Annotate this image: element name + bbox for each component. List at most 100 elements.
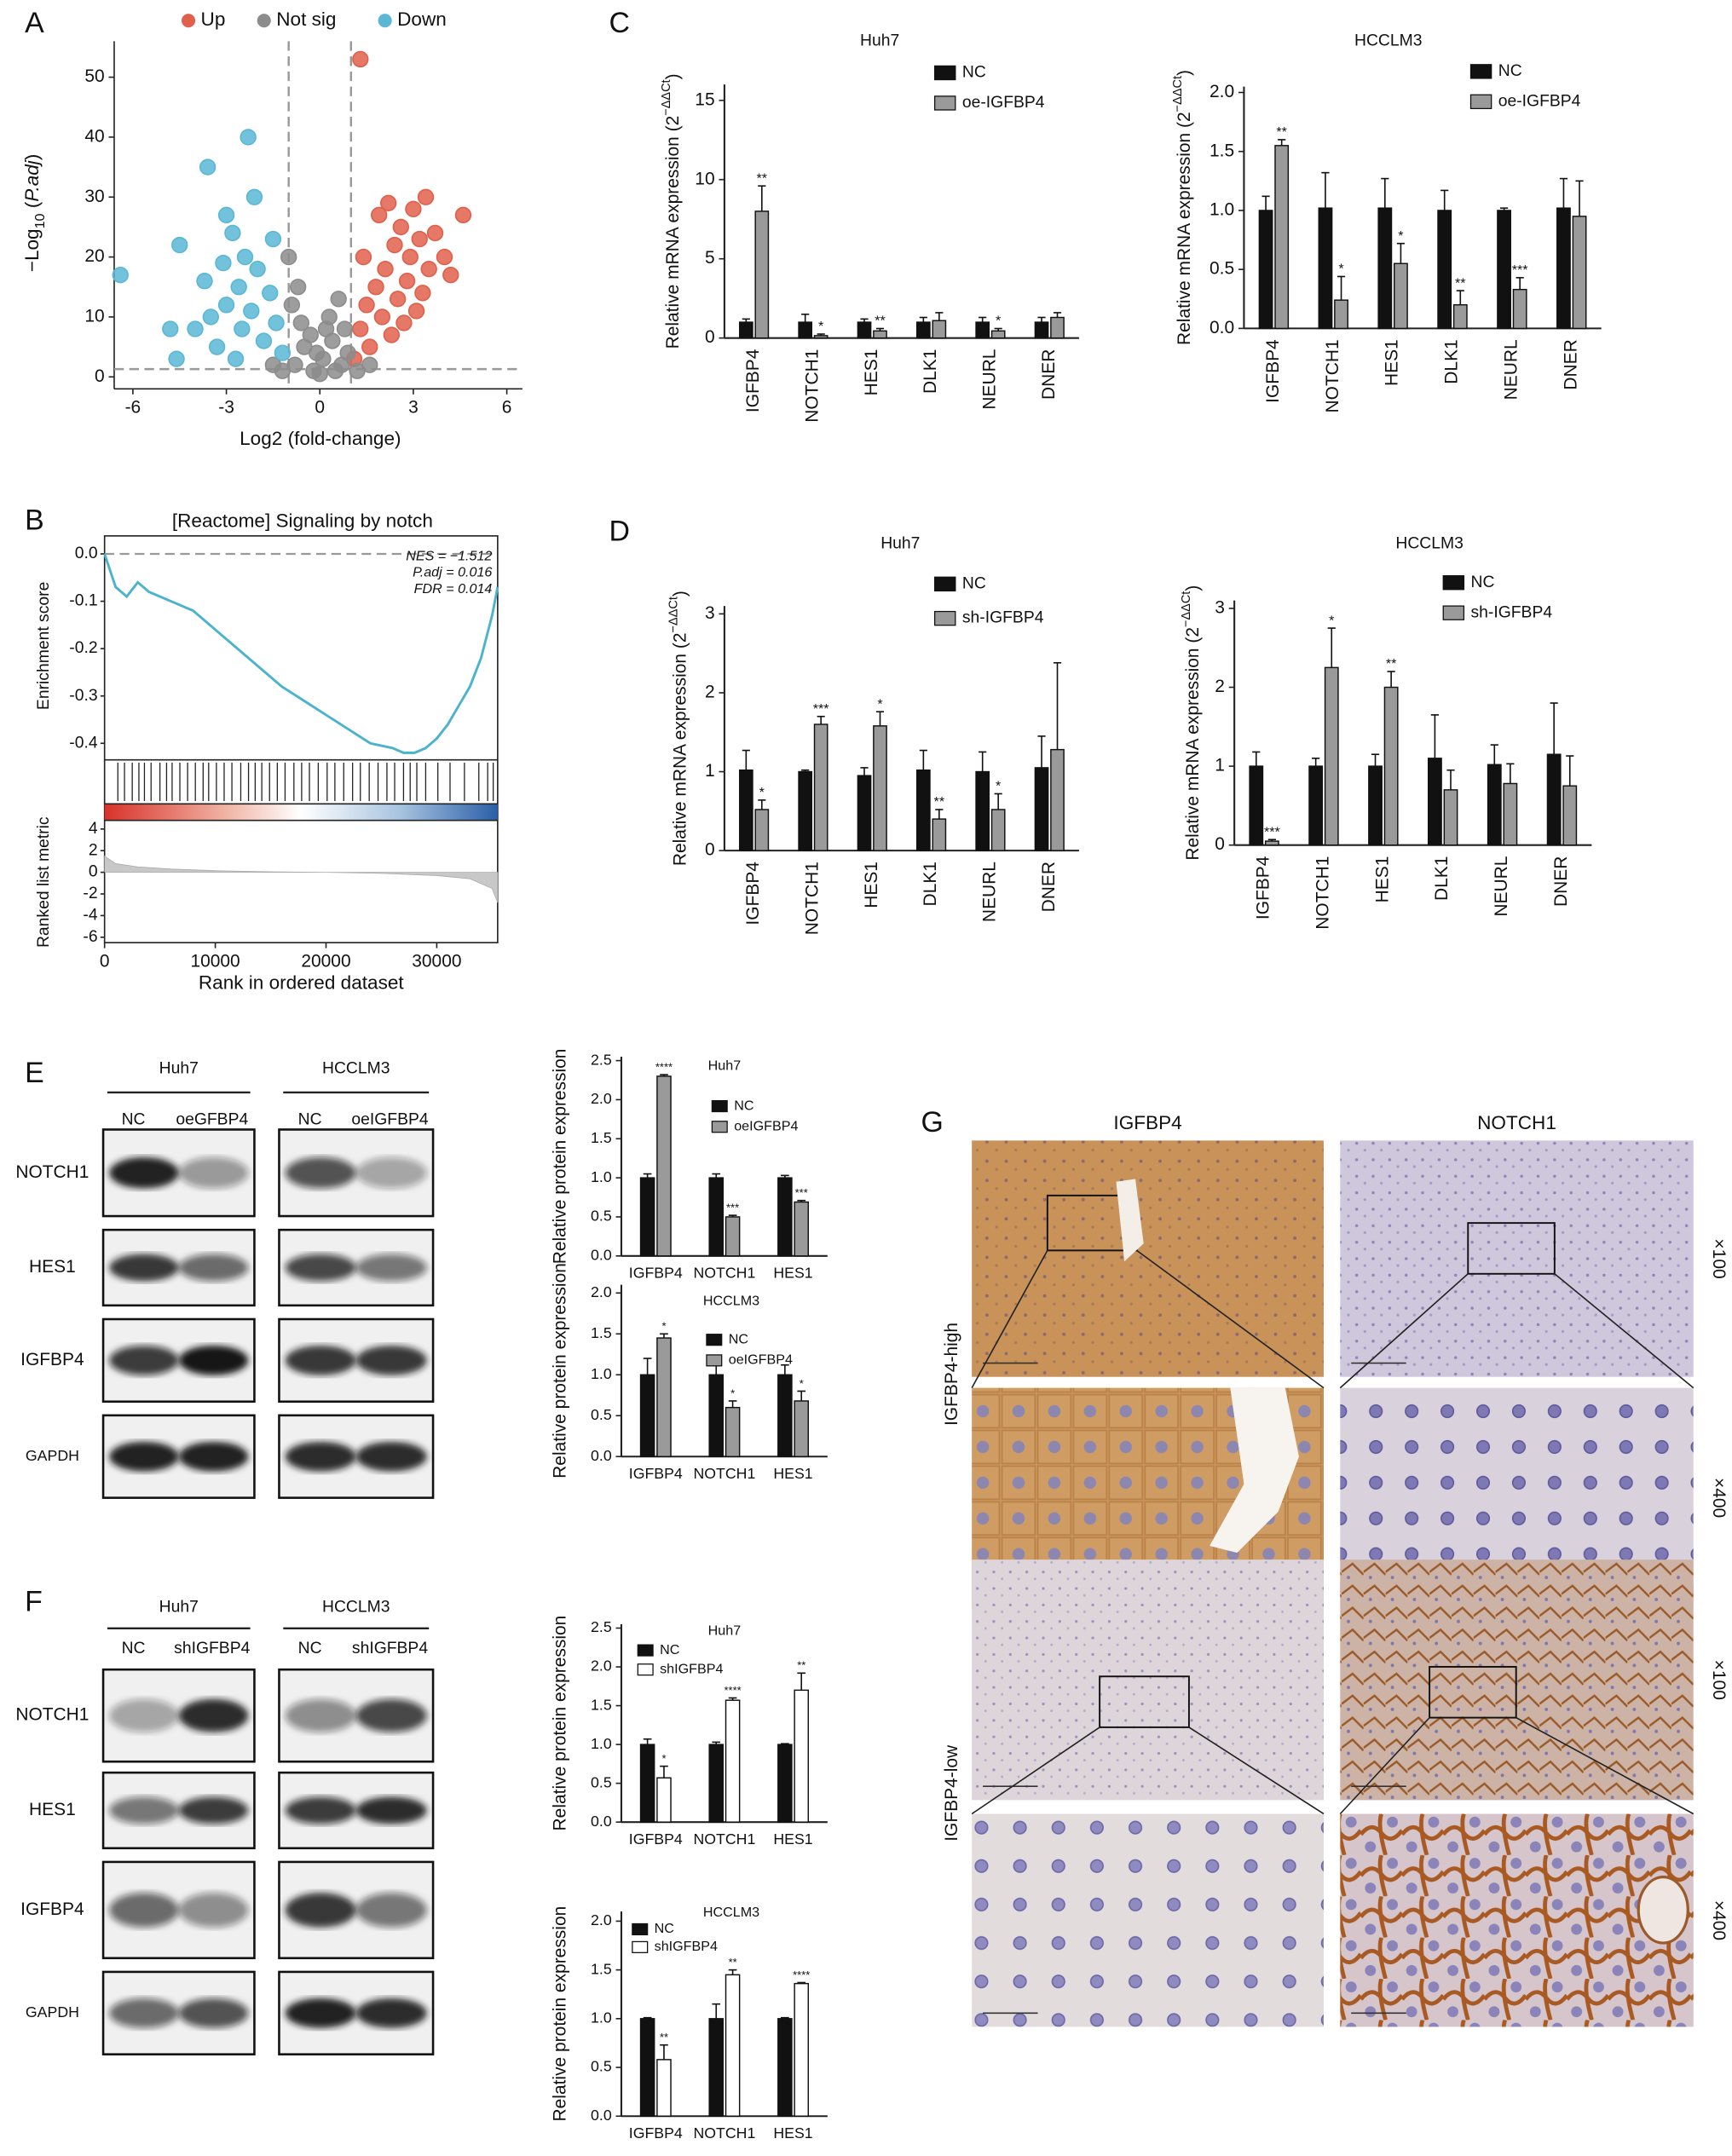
chart-title: HCCLM3 — [1354, 31, 1422, 49]
error-bar — [1381, 177, 1389, 209]
legend-swatch — [1442, 574, 1465, 591]
y-tick-label: 2 — [89, 840, 98, 859]
bar — [708, 1374, 725, 1457]
stat-annotation: FDR = 0.014 — [414, 581, 493, 597]
chart-title: HCCLM3 — [703, 1905, 759, 1920]
error-bar — [660, 2044, 668, 2060]
bar — [975, 321, 990, 339]
significance-label: ** — [660, 2031, 668, 2044]
point — [199, 159, 216, 176]
error-bar — [1506, 763, 1515, 784]
zoom-line — [1339, 1273, 1469, 1389]
legend-marker — [181, 14, 196, 28]
error-bar — [1321, 171, 1330, 209]
y-tick-label: 2 — [705, 682, 715, 701]
y-tick-label: 5 — [705, 248, 715, 268]
significance-label: ** — [934, 794, 945, 810]
lane-label: NC — [298, 1110, 322, 1128]
point — [454, 206, 472, 224]
legend-marker — [257, 14, 271, 28]
point — [168, 350, 185, 367]
legend-label: NC — [962, 63, 986, 82]
error-bar — [1337, 275, 1346, 301]
error-bar — [1499, 207, 1509, 210]
y-tick-label: 1.5 — [591, 1324, 612, 1341]
axis-label: Relative mRNA expression (2−ΔΔCt) — [660, 73, 683, 349]
error-bar — [781, 1363, 789, 1375]
blot-band — [178, 1156, 249, 1189]
point — [339, 344, 356, 361]
axis-label-part: ) — [670, 591, 690, 597]
plot-frame — [103, 535, 499, 943]
point — [240, 129, 257, 146]
significance-label: * — [1398, 228, 1404, 244]
point — [386, 236, 403, 254]
legend-label: sh-IGFBP4 — [1470, 602, 1552, 621]
x-tick-label: NOTCH1 — [802, 349, 822, 423]
legend-label: NC — [734, 1098, 754, 1113]
y-tick-label: 0.5 — [591, 1773, 612, 1790]
legend-label: shIGFBP4 — [660, 1661, 723, 1676]
y-tick-label: 1.5 — [1210, 141, 1234, 160]
legend-swatch — [632, 1940, 649, 1953]
point — [215, 254, 232, 272]
y-tick-label: 10 — [695, 169, 714, 188]
cell-line-label: HCCLM3 — [322, 1059, 390, 1078]
x-tick-label: DNER — [1039, 862, 1059, 912]
blot-band — [178, 1893, 249, 1928]
magnification-label: ×400 — [1709, 1900, 1729, 1940]
blot-band — [355, 1893, 427, 1928]
y-tick-label: 30 — [84, 187, 104, 206]
x-tick-label: NEURL — [1501, 339, 1521, 400]
bar — [1324, 666, 1339, 846]
bar — [1308, 765, 1324, 846]
error-bar — [643, 2016, 652, 2019]
panel-letter: D — [609, 516, 629, 548]
lane-label: shIGFBP4 — [174, 1639, 250, 1657]
axis-label-part: Relative mRNA expression (2 — [1175, 112, 1194, 345]
error-bar — [797, 1672, 806, 1691]
bar — [794, 1982, 810, 2117]
axis-label: Log2 (fold-change) — [240, 428, 401, 449]
error-bar — [1252, 751, 1261, 767]
y-tick-label: -6 — [83, 927, 97, 946]
point — [417, 188, 435, 205]
bar — [639, 1374, 655, 1457]
bar — [1503, 782, 1518, 846]
legend-swatch — [933, 95, 956, 111]
axis-label: Relative mRNA expression (2−ΔΔCt) — [1180, 585, 1203, 861]
axis-label-part: ) — [21, 154, 43, 161]
x-tick-label: IGFBP4 — [629, 1264, 683, 1281]
x-tick-label: NOTCH1 — [802, 862, 822, 935]
bar — [1572, 216, 1587, 330]
point — [289, 279, 307, 296]
significance-label: * — [800, 1377, 804, 1390]
panel-letter: F — [25, 1586, 43, 1618]
x-tick-label: HES1 — [773, 1465, 812, 1482]
error-bar — [660, 1765, 668, 1778]
y-tick-label: 1.0 — [591, 1365, 612, 1382]
x-tick-label: IGFBP4 — [629, 2124, 683, 2142]
legend-label: NC — [1470, 573, 1494, 591]
point — [398, 273, 416, 290]
point — [358, 297, 375, 314]
bar — [857, 321, 872, 339]
error-bar — [1312, 758, 1320, 767]
x-tick-label: DLK1 — [921, 862, 940, 906]
bar — [794, 1201, 810, 1257]
bar — [1512, 288, 1527, 330]
error-bar — [1267, 839, 1276, 842]
point — [243, 303, 260, 320]
point — [283, 297, 301, 314]
panel-letter: B — [25, 504, 44, 537]
axis-label: Relative protein expression — [551, 1049, 570, 1265]
bar — [725, 1216, 741, 1257]
axis-label-part: −ΔΔCt — [667, 597, 680, 632]
legend-swatch — [632, 1923, 649, 1936]
axis-label-part: −ΔΔCt — [660, 79, 673, 115]
x-tick-label: NEURL — [1492, 856, 1511, 917]
y-tick-label: 0 — [1215, 834, 1225, 854]
significance-label: ** — [1455, 275, 1466, 291]
error-bar — [801, 313, 810, 323]
